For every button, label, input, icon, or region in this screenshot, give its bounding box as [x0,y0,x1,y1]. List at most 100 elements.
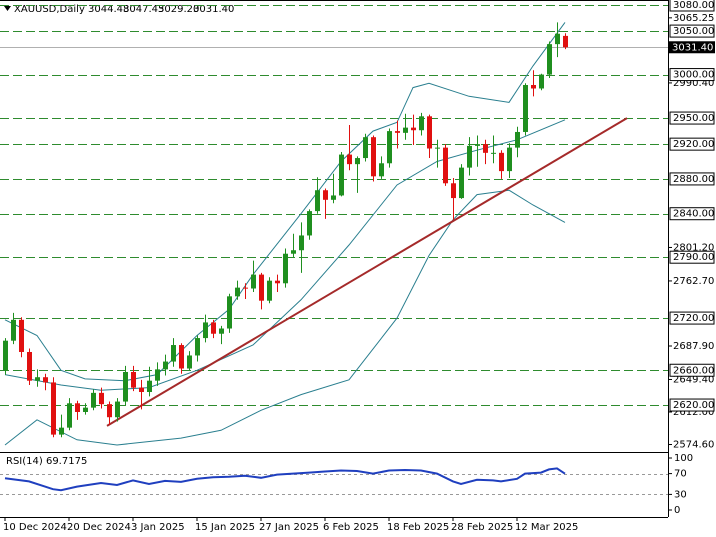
candle-body [411,127,416,131]
candle-body [403,127,408,133]
candle-body [67,403,72,428]
level-label-box [669,311,715,325]
candle-body [147,380,152,392]
candle-body [99,392,104,405]
y-tick-label: 2574.60 [673,440,714,451]
menu-arrow[interactable] [4,6,11,11]
level-label-box [669,250,715,264]
level-label-box [669,24,715,38]
x-tick-label: 28 Feb 2025 [451,522,513,533]
y-tick-label: 2801.20 [673,242,714,253]
level-label-box [669,172,715,186]
ohlc-high: 3047.45 [123,4,164,15]
y-tick-label: 2687.90 [673,341,714,352]
overlay-line [4,22,566,382]
candle-body [555,33,560,45]
candle-body [115,401,120,418]
candle-body [131,371,136,388]
candle-body [195,338,200,356]
candle-body [315,190,320,212]
x-tick-label: 10 Dec 2024 [3,522,67,533]
level-label: 2840.00 [673,209,714,220]
level-label: 2720.00 [673,313,714,324]
candle-body [443,147,448,184]
candle-body [3,340,8,371]
current-price-box [669,41,715,54]
candle-body [355,158,360,165]
candle-body [307,211,312,236]
candle-body [531,85,536,89]
candle-body [171,345,176,362]
candle-body [451,183,456,199]
candle-body [107,404,112,418]
candle-body [155,369,160,381]
x-tick-label: 15 Jan 2025 [195,522,255,533]
level-label: 3000.00 [673,70,714,81]
y-tick-label: 2649.40 [673,374,714,385]
candle-body [427,116,432,149]
candle-body [11,319,16,341]
candle-body [187,355,192,369]
candle-body [227,296,232,329]
level-label: 2950.00 [673,113,714,124]
x-tick-label: 20 Dec 2024 [67,522,131,533]
candle-body [491,152,496,154]
y-tick-label: 2612.00 [673,407,714,418]
level-label: 2920.00 [673,139,714,150]
level-label: 3050.00 [673,26,714,37]
candle-body [475,144,480,146]
candle-body [523,85,528,132]
candle-body [243,287,248,289]
level-label: 2880.00 [673,174,714,185]
rsi-tick-label: 70 [674,469,687,480]
level-label-box [669,398,715,412]
level-label-box [669,207,715,221]
ohlc-low: 3029.20 [158,4,199,15]
x-tick-label: 6 Feb 2025 [323,522,379,533]
candle-body [419,116,424,131]
candle-body [27,351,32,381]
candle-body [235,287,240,297]
candle-body [43,377,48,383]
level-label-box [669,363,715,377]
symbol: XAUUSD,Daily [14,4,85,15]
candle-body [139,387,144,392]
level-label: 3080.00 [673,0,714,11]
candle-body [347,154,352,165]
candle-body [435,147,440,149]
candle-body [51,382,56,435]
overlay-line [4,189,566,446]
y-tick-label: 2762.70 [673,276,714,287]
level-label-box [669,68,715,82]
ohlc-close: 3031.40 [193,4,234,15]
candle-body [83,407,88,412]
candle-body [59,427,64,435]
candle-body [179,345,184,369]
candle-body [291,250,296,254]
candle-body [395,131,400,133]
y-tick-label: 2990.40 [673,78,714,89]
rsi-tick-label: 100 [674,453,693,464]
y-tick-label: 3065.25 [673,13,714,24]
candle-body [251,274,256,289]
candle-body [19,319,24,352]
candle-body [163,361,168,370]
level-label-box [669,137,715,151]
candle-body [539,74,544,89]
ohlc-open: 3044.48 [88,4,129,15]
candle-body [459,167,464,199]
candle-body [91,392,96,408]
candle-body [331,195,336,200]
rsi-tick-label: 0 [674,505,680,516]
candle-body [387,131,392,164]
x-tick-label: 27 Jan 2025 [259,522,319,533]
candle-body [483,144,488,153]
candle-body [515,131,520,148]
candle-body [75,403,80,412]
x-tick-label: 18 Feb 2025 [387,522,449,533]
candle-body [563,35,568,48]
candle-body [211,322,216,334]
rsi-line [4,467,566,492]
